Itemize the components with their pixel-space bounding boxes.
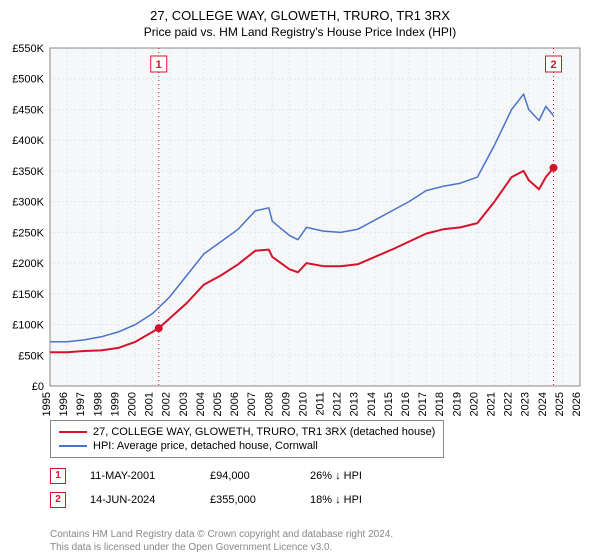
svg-text:2024: 2024: [537, 392, 549, 416]
svg-text:2005: 2005: [212, 392, 224, 416]
svg-text:1995: 1995: [41, 392, 53, 416]
svg-text:2006: 2006: [229, 392, 241, 416]
svg-text:£350K: £350K: [12, 166, 44, 178]
svg-text:1996: 1996: [58, 392, 70, 416]
svg-text:£300K: £300K: [12, 197, 44, 209]
svg-text:1: 1: [156, 59, 162, 71]
svg-text:2008: 2008: [263, 392, 275, 416]
svg-text:£400K: £400K: [12, 135, 44, 147]
svg-text:2012: 2012: [332, 392, 344, 416]
svg-text:2016: 2016: [400, 392, 412, 416]
svg-text:1999: 1999: [109, 392, 121, 416]
sale-delta-1: 26% ↓ HPI: [310, 470, 362, 482]
svg-text:2022: 2022: [503, 392, 515, 416]
footer-line-1: Contains HM Land Registry data © Crown c…: [50, 528, 393, 541]
svg-text:2017: 2017: [417, 392, 429, 416]
footer-line-2: This data is licensed under the Open Gov…: [50, 541, 393, 554]
sale-delta-2: 18% ↓ HPI: [310, 494, 362, 506]
svg-text:£150K: £150K: [12, 289, 44, 301]
sale-marker-1: 1: [50, 468, 66, 484]
svg-text:2003: 2003: [178, 392, 190, 416]
svg-text:2015: 2015: [383, 392, 395, 416]
chart-title: 27, COLLEGE WAY, GLOWETH, TRURO, TR1 3RX: [0, 0, 600, 23]
svg-text:2000: 2000: [126, 392, 138, 416]
svg-text:2002: 2002: [161, 392, 173, 416]
svg-text:2020: 2020: [468, 392, 480, 416]
legend-label-property: 27, COLLEGE WAY, GLOWETH, TRURO, TR1 3RX…: [93, 426, 435, 438]
svg-text:£50K: £50K: [18, 350, 44, 362]
sale-marker-2: 2: [50, 492, 66, 508]
svg-text:2021: 2021: [486, 392, 498, 416]
svg-text:1997: 1997: [75, 392, 87, 416]
svg-text:2014: 2014: [366, 392, 378, 416]
svg-text:2009: 2009: [280, 392, 292, 416]
svg-text:2004: 2004: [195, 392, 207, 416]
svg-text:2011: 2011: [315, 392, 327, 416]
svg-text:2: 2: [550, 59, 556, 71]
legend-swatch-property: [59, 431, 87, 433]
legend-label-hpi: HPI: Average price, detached house, Corn…: [93, 440, 318, 452]
svg-text:2001: 2001: [144, 392, 156, 416]
svg-text:£250K: £250K: [12, 227, 44, 239]
svg-text:1998: 1998: [92, 392, 104, 416]
legend-item-hpi: HPI: Average price, detached house, Corn…: [59, 439, 435, 453]
chart-container: 27, COLLEGE WAY, GLOWETH, TRURO, TR1 3RX…: [0, 0, 600, 560]
svg-text:2007: 2007: [246, 392, 258, 416]
svg-text:2013: 2013: [349, 392, 361, 416]
svg-text:2026: 2026: [571, 392, 583, 416]
svg-text:£100K: £100K: [12, 320, 44, 332]
sale-date-2: 14-JUN-2024: [90, 494, 210, 506]
svg-text:£550K: £550K: [12, 43, 44, 55]
sale-price-2: £355,000: [210, 494, 310, 506]
sale-row-2: 2 14-JUN-2024 £355,000 18% ↓ HPI: [50, 492, 362, 508]
svg-text:2023: 2023: [520, 392, 532, 416]
footer: Contains HM Land Registry data © Crown c…: [50, 528, 393, 554]
plot-area: £0£50K£100K£150K£200K£250K£300K£350K£400…: [50, 48, 580, 386]
sale-price-1: £94,000: [210, 470, 310, 482]
sale-row-1: 1 11-MAY-2001 £94,000 26% ↓ HPI: [50, 468, 362, 484]
svg-text:£200K: £200K: [12, 258, 44, 270]
legend-swatch-hpi: [59, 445, 87, 447]
legend-box: 27, COLLEGE WAY, GLOWETH, TRURO, TR1 3RX…: [50, 420, 444, 458]
svg-text:2019: 2019: [451, 392, 463, 416]
chart-svg: £0£50K£100K£150K£200K£250K£300K£350K£400…: [50, 48, 580, 386]
sale-date-1: 11-MAY-2001: [90, 470, 210, 482]
svg-text:2025: 2025: [554, 392, 566, 416]
svg-text:2010: 2010: [297, 392, 309, 416]
svg-text:2018: 2018: [434, 392, 446, 416]
svg-text:£450K: £450K: [12, 104, 44, 116]
svg-text:£500K: £500K: [12, 74, 44, 86]
chart-subtitle: Price paid vs. HM Land Registry's House …: [0, 23, 600, 39]
legend-item-property: 27, COLLEGE WAY, GLOWETH, TRURO, TR1 3RX…: [59, 425, 435, 439]
